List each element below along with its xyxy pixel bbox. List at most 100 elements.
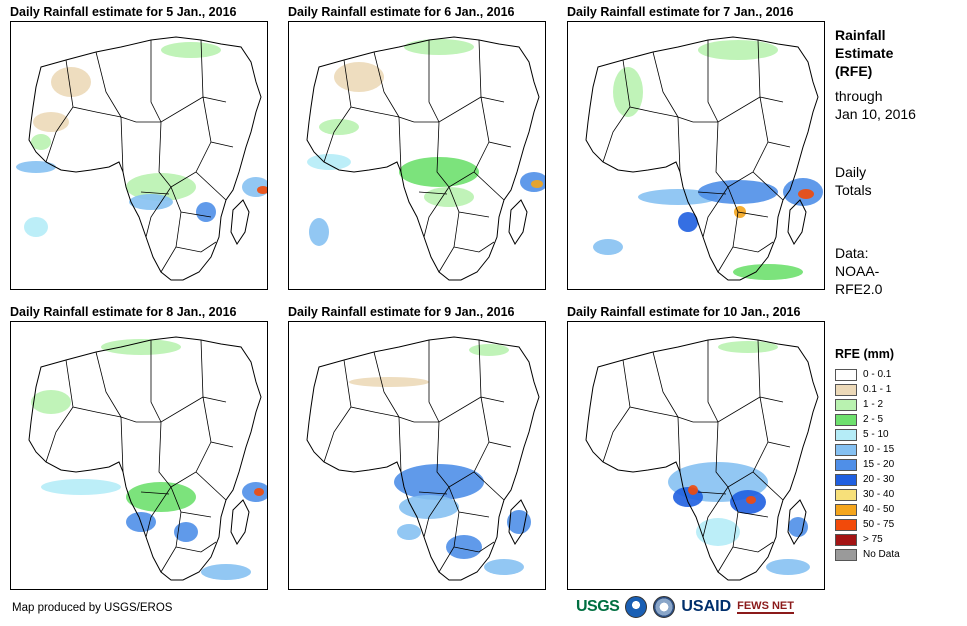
country-border [200,339,227,403]
country-border [195,471,227,501]
country-border [418,191,448,195]
country-border [373,351,415,423]
legend-swatch [835,533,857,546]
legend-swatch [835,503,857,516]
country-border [95,351,137,423]
legend-label: 10 - 15 [863,444,895,455]
data-line: Data: [835,245,869,261]
title-line: Rainfall [835,27,886,43]
country-border [95,51,137,123]
rainfall-map [10,21,268,290]
country-border [145,486,172,538]
madagascar-outline [787,499,807,545]
legend-item: 5 - 10 [835,427,900,442]
legend-label: 50 - 75 [863,519,895,530]
legend-item: 15 - 20 [835,457,900,472]
sidebar-through-date: through Jan 10, 2016 [835,87,916,123]
legend-swatch [835,383,857,396]
country-border [693,96,761,123]
rainfall-area [254,488,264,496]
legend-item: 0 - 0.1 [835,367,900,382]
country-border [65,359,122,418]
country-border [158,121,172,188]
rainfall-area [201,564,251,580]
coastline [585,36,819,281]
logo-strip: USGS USAID FEWS NET [576,594,794,620]
country-border [652,51,694,123]
country-border [202,396,234,448]
rainfall-area [404,39,474,55]
country-border [715,121,729,188]
legend-item: 0.1 - 1 [835,382,900,397]
country-border [602,406,631,463]
country-border [732,541,774,553]
rainfall-area [126,173,196,201]
madagascar-outline [787,199,807,245]
country-border [145,186,172,238]
country-border [759,96,791,148]
legend-swatch [835,413,857,426]
rainfall-map [10,321,268,590]
rainfall-area [507,510,531,534]
rfe-legend: RFE (mm) 0 - 0.1 0.1 - 1 1 - 2 2 - 5 5 - 10 1… [835,347,900,562]
legend-swatch [835,518,857,531]
fews-net-logo: FEWS NET [737,600,794,614]
country-border [436,421,450,488]
rainfall-area [319,119,359,135]
rainfall-area [698,40,778,60]
country-border [158,421,172,488]
legend-item: > 75 [835,532,900,547]
legend-swatch [835,368,857,381]
rainfall-area [678,212,698,232]
legend-label: No Data [863,549,900,560]
legend-label: 0.1 - 1 [863,384,892,395]
rainfall-map [567,321,825,590]
country-border [473,171,505,201]
map-credit: Map produced by USGS/EROS [12,602,173,614]
country-border [65,59,122,118]
country-border [438,211,460,273]
coastline [306,336,540,581]
legend-swatch [835,458,857,471]
rainfall-area [51,67,91,97]
country-border [752,171,784,201]
country-border [428,40,440,123]
legend-swatch [835,488,857,501]
country-border [418,491,448,495]
legend-swatch [835,428,857,441]
rainfall-area [307,154,351,170]
panel-title: Daily Rainfall estimate for 10 Jan., 201… [567,305,801,319]
madagascar-outline [230,499,250,545]
country-border [715,421,729,488]
legend-item: 2 - 5 [835,412,900,427]
africa-map-svg [585,36,823,281]
africa-map-svg [306,336,540,581]
map-panel-jan-6: Daily Rainfall estimate for 6 Jan., 2016 [288,5,546,290]
usgs-logo: USGS [576,598,620,615]
rainfall-area [733,264,803,280]
rainfall-area [161,42,221,58]
data-line: RFE2.0 [835,281,883,297]
country-border [343,359,400,418]
country-border [136,96,204,123]
rainfall-area [196,202,216,222]
country-border [697,191,727,195]
country-border [45,406,74,463]
legend-label: 5 - 10 [863,429,889,440]
rainfall-area [469,344,509,356]
rainfall-area [309,218,329,246]
country-border [702,486,729,538]
africa-map-svg [585,336,819,581]
country-border [677,416,681,473]
country-border [160,211,182,273]
seal-logo-icon [653,596,676,618]
country-border [423,186,450,238]
noaa-logo-icon [625,596,648,618]
rainfall-area [101,339,181,355]
panel-title: Daily Rainfall estimate for 5 Jan., 2016 [10,5,237,19]
country-border [707,340,719,423]
country-border [136,396,204,423]
legend-label: > 75 [863,534,883,545]
rainfall-area [698,180,778,204]
legend-item: 30 - 40 [835,487,900,502]
